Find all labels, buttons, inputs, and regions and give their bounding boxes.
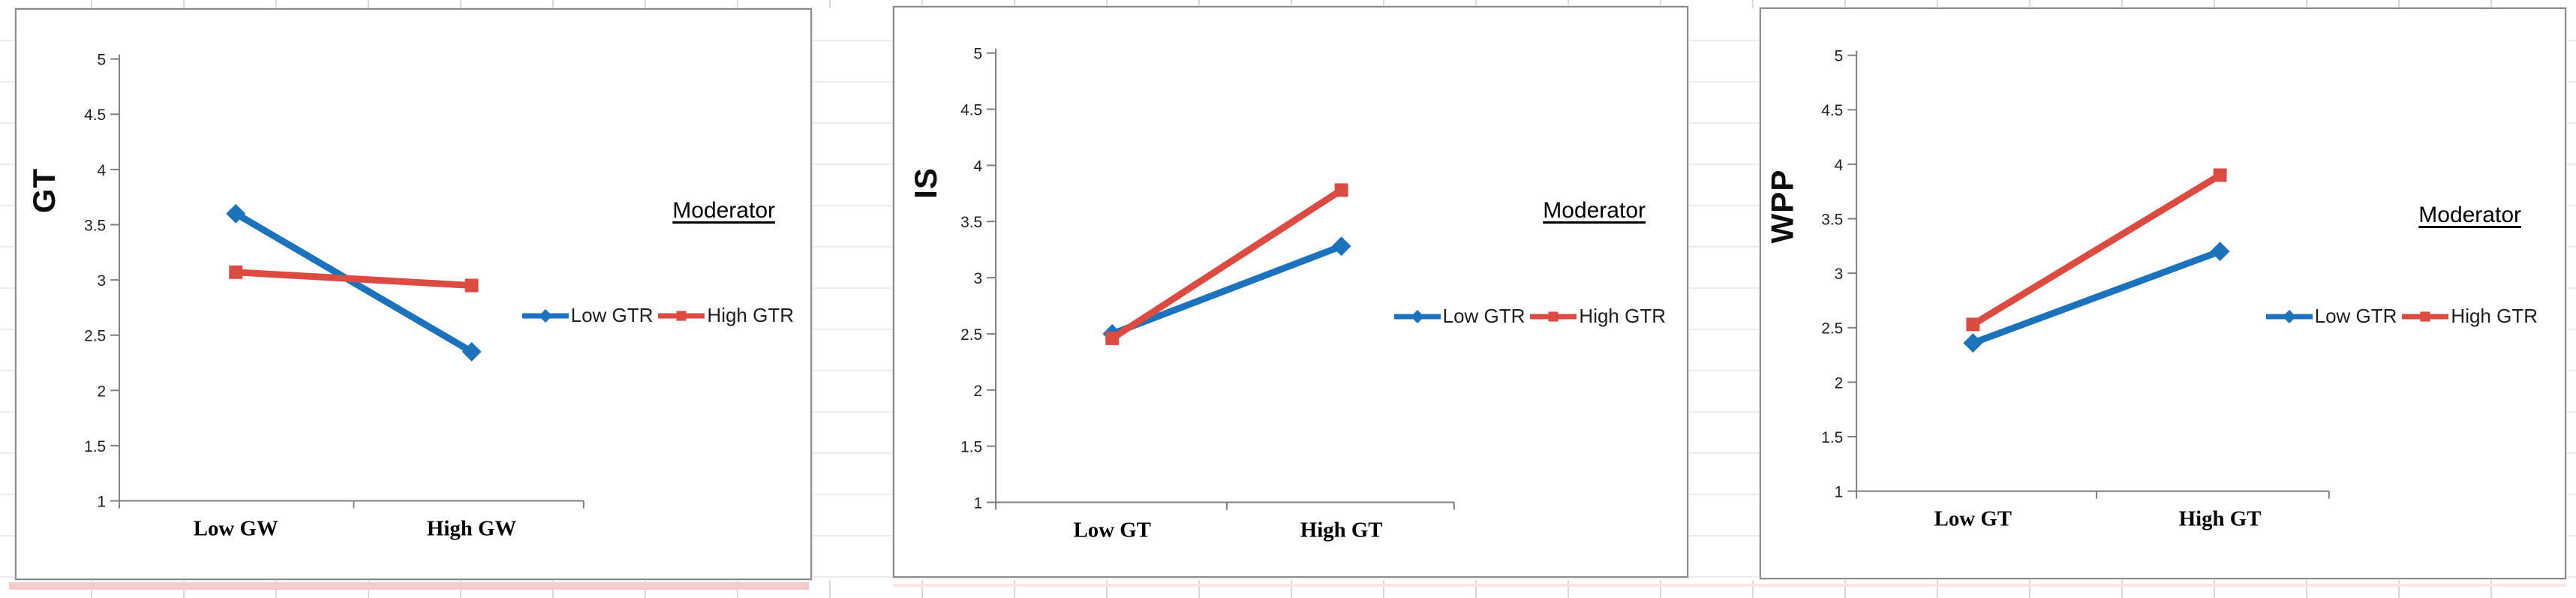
- plot-area: 1 1.5 2 2.5 3 3.5 4 4.5 5 Low GW High GW: [84, 52, 585, 540]
- y-tick-label: 2: [98, 383, 107, 400]
- y-tick-label: 2.5: [1821, 320, 1843, 338]
- legend-label: Low GTR: [2314, 305, 2397, 327]
- y-tick-label: 4.5: [960, 101, 982, 119]
- chart-object-is[interactable]: 1 1.5 2 2.5 3 3.5 4 4.5 5 Low GT High GT IS Modera…: [893, 6, 1688, 578]
- moderator-heading: Moderator: [672, 198, 775, 223]
- data-point-low-gtr: [2210, 242, 2230, 262]
- y-tick-label: 3.5: [960, 214, 982, 231]
- moderator-heading: Moderator: [1543, 198, 1646, 223]
- chart-object-wpp[interactable]: 1 1.5 2 2.5 3 3.5 4 4.5 5 Low GT High GT WPP Moder…: [1760, 8, 2566, 579]
- y-tick-label: 2: [1835, 374, 1844, 392]
- legend-item-low-gtr: Low GTR: [2265, 305, 2397, 328]
- y-tick-label: 1: [1835, 484, 1844, 501]
- legend-marker: [676, 310, 687, 321]
- legend-marker: [2282, 309, 2296, 323]
- legend: Low GTR High GTR: [2265, 305, 2538, 328]
- y-tick-label: 1: [98, 494, 107, 511]
- y-tick-label: 2.5: [960, 326, 982, 344]
- y-tick-label: 2.5: [84, 328, 106, 345]
- series-line-low-gtr: [1969, 248, 2224, 347]
- legend-label: High GTR: [1579, 305, 1666, 327]
- moderator-heading: Moderator: [2418, 203, 2521, 227]
- chart-object-gt[interactable]: 1 1.5 2 2.5 3 3.5 4 4.5 5 Low GW High GW GT Modera…: [15, 8, 812, 580]
- excel-row-gridline-hint-left: [0, 0, 15, 598]
- legend-label: Low GTR: [1442, 305, 1525, 327]
- excel-row-gridline-hint-right: [2566, 0, 2576, 598]
- y-tick-label: 2: [974, 383, 983, 400]
- series-line-high-gtr: [232, 269, 476, 289]
- y-tick-label: 4: [974, 158, 983, 175]
- data-point-low-gtr: [461, 341, 482, 362]
- low-gtr-line-marker-icon: [522, 308, 569, 323]
- data-point-high-gtr: [1334, 183, 1348, 197]
- excel-highlighted-row-line: [893, 584, 2566, 587]
- legend-label: High GTR: [707, 304, 794, 326]
- plot-area: 1 1.5 2 2.5 3 3.5 4 4.5 5 Low GT High GT: [960, 46, 1455, 542]
- y-tick-label: 1: [974, 494, 983, 512]
- y-tick-label: 1.5: [84, 438, 106, 455]
- x-category-label: Low GT: [1074, 518, 1151, 542]
- x-category-label: High GW: [427, 516, 517, 540]
- x-category-label: Low GT: [1934, 506, 2012, 530]
- data-point-high-gtr: [464, 278, 479, 293]
- data-point-high-gtr: [1966, 317, 1980, 332]
- excel-highlighted-row-band: [9, 582, 809, 590]
- y-tick-label: 5: [1835, 48, 1844, 65]
- plot-area: 1 1.5 2 2.5 3 3.5 4 4.5 5 Low GT High GT: [1821, 48, 2330, 530]
- data-point-high-gtr: [2213, 168, 2227, 182]
- excel-row-gridline-hint-gap2: [1688, 0, 1760, 598]
- legend-marker: [2420, 311, 2430, 322]
- series-line-low-gtr: [232, 210, 476, 356]
- y-tick-label: 1.5: [960, 439, 982, 456]
- series-line-low-gtr: [1108, 242, 1345, 338]
- y-tick-label: 3: [974, 270, 983, 287]
- high-gtr-line-marker-icon: [1530, 311, 1577, 322]
- data-point-high-gtr: [1105, 331, 1120, 345]
- legend-marker: [1548, 311, 1559, 322]
- low-gtr-line-marker-icon: [2265, 309, 2313, 323]
- x-category-label: Low GW: [194, 516, 278, 540]
- series-line-high-gtr: [1108, 186, 1345, 342]
- legend-item-low-gtr: Low GTR: [1393, 305, 1525, 328]
- data-point-low-gtr: [1331, 236, 1351, 257]
- x-category-label: High GT: [2179, 506, 2262, 530]
- y-tick-label: 4: [98, 162, 107, 179]
- legend-item-high-gtr: High GTR: [1529, 305, 1666, 328]
- legend-marker: [1410, 309, 1424, 323]
- y-tick-label: 5: [98, 52, 107, 69]
- data-point-high-gtr: [229, 265, 243, 279]
- excel-row-gridline-hint-gap1: [812, 0, 893, 598]
- y-tick-label: 1.5: [1821, 429, 1843, 446]
- y-tick-label: 4.5: [84, 107, 106, 124]
- legend-label: High GTR: [2451, 305, 2538, 327]
- y-tick-label: 3: [1835, 266, 1844, 283]
- y-tick-label: 3: [98, 272, 107, 290]
- high-gtr-line-marker-icon: [2402, 311, 2449, 322]
- legend-item-high-gtr: High GTR: [657, 304, 794, 327]
- y-tick-label: 3.5: [84, 217, 106, 234]
- legend-marker: [538, 308, 552, 323]
- excel-column-gridline-hint-top: [0, 0, 2576, 8]
- data-point-low-gtr: [1963, 333, 1983, 353]
- legend-item-low-gtr: Low GTR: [522, 304, 654, 327]
- x-category-label: High GT: [1300, 518, 1383, 542]
- series-line-high-gtr: [1969, 171, 2224, 328]
- legend: Low GTR High GTR: [522, 304, 794, 327]
- high-gtr-line-marker-icon: [658, 310, 705, 321]
- data-point-low-gtr: [226, 203, 246, 224]
- legend-item-high-gtr: High GTR: [2401, 305, 2538, 328]
- y-tick-label: 4.5: [1821, 102, 1843, 119]
- legend: Low GTR High GTR: [1393, 305, 1666, 328]
- low-gtr-line-marker-icon: [1393, 309, 1441, 323]
- y-tick-label: 5: [974, 46, 983, 63]
- y-tick-label: 3.5: [1821, 211, 1843, 228]
- legend-label: Low GTR: [570, 304, 654, 326]
- y-tick-label: 4: [1835, 157, 1844, 174]
